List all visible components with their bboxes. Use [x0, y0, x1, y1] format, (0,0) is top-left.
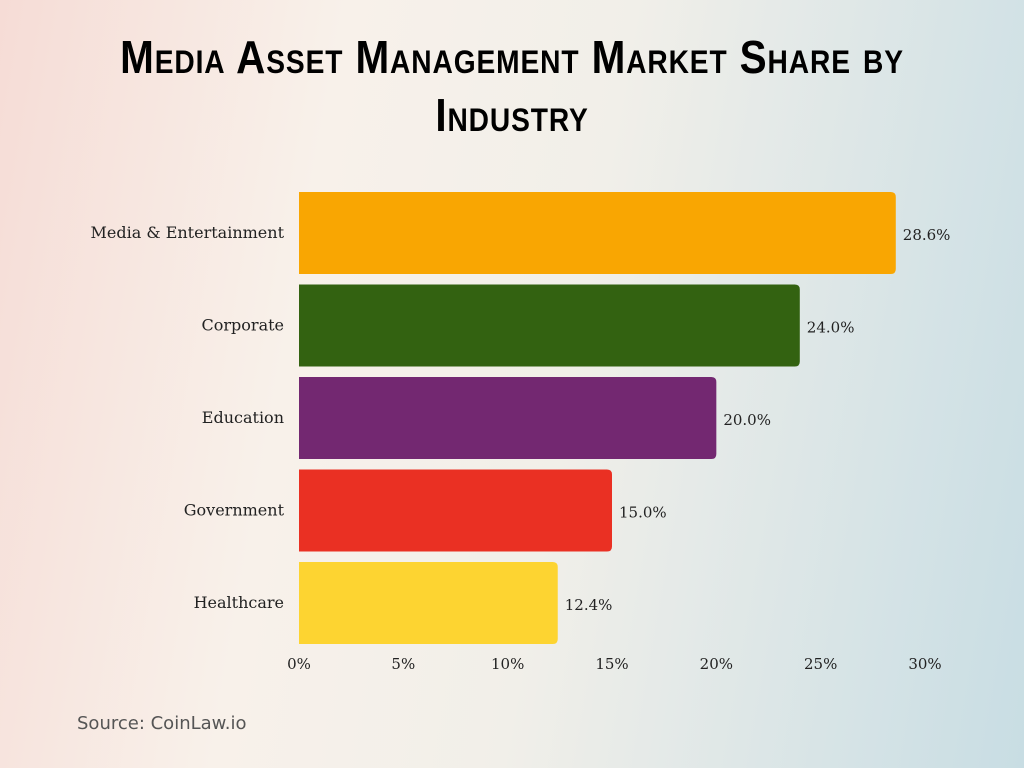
- x-tick-label: 0%: [287, 655, 311, 673]
- bar: [299, 562, 558, 644]
- bar: [299, 377, 717, 459]
- data-label: 24.0%: [807, 319, 855, 337]
- x-tick-label: 15%: [595, 655, 628, 673]
- bar: [299, 469, 612, 552]
- category-label: Government: [184, 501, 285, 520]
- data-label: 28.6%: [903, 226, 951, 244]
- x-tick-label: 30%: [908, 655, 941, 673]
- category-label: Media & Entertainment: [91, 223, 285, 242]
- x-tick-label: 10%: [491, 655, 524, 673]
- category-label: Healthcare: [194, 593, 284, 612]
- data-label: 15.0%: [619, 504, 667, 522]
- source-note: Source: CoinLaw.io: [77, 713, 247, 734]
- x-tick-label: 5%: [391, 655, 415, 673]
- chart-title: Media Asset Management Market Share by I…: [0, 28, 1024, 144]
- data-label: 20.0%: [723, 411, 771, 429]
- x-tick-label: 20%: [700, 655, 733, 673]
- bar: [299, 192, 896, 274]
- bar: [299, 284, 800, 367]
- x-tick-label: 25%: [804, 655, 837, 673]
- category-label: Education: [202, 408, 284, 427]
- chart-title-text: Media Asset Management Market Share by I…: [120, 31, 904, 141]
- data-label: 12.4%: [565, 596, 613, 614]
- category-label: Corporate: [202, 316, 284, 335]
